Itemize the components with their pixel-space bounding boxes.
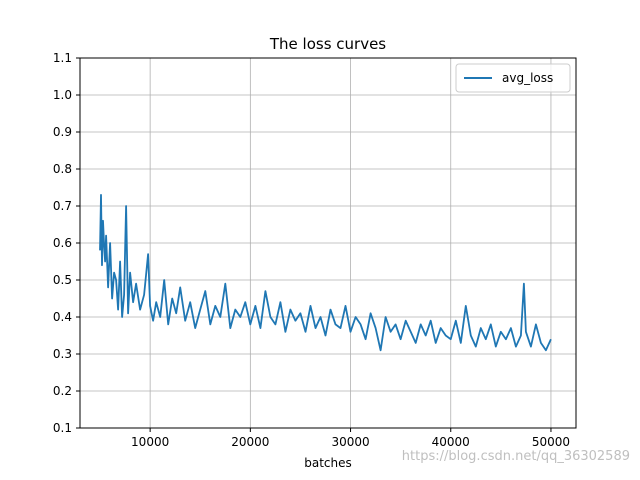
legend-box	[455, 63, 571, 93]
tick-layer: 10000 20000 30000 40000 50000 0.1 0.2 0.3 0.4 0.5…	[53, 51, 570, 449]
y-tick-label: 0.3	[53, 347, 72, 361]
x-tick-label: 40000	[432, 435, 470, 449]
y-tick-label: 0.6	[53, 236, 72, 250]
watermark: https://blog.csdn.net/qq_36302589	[401, 449, 630, 464]
line-layer	[99, 193, 552, 352]
legend-label: avg_loss	[502, 71, 553, 85]
y-tick-label: 1.0	[53, 88, 72, 102]
x-tick-label: 30000	[331, 435, 369, 449]
x-tick-label: 50000	[532, 435, 570, 449]
y-tick-label: 0.7	[53, 199, 72, 213]
y-tick-label: 0.2	[53, 384, 72, 398]
y-tick-label: 0.5	[53, 273, 72, 287]
grid-layer	[80, 57, 576, 429]
x-tick-label: 20000	[231, 435, 269, 449]
y-tick-label: 1.1	[53, 51, 72, 65]
x-axis-label: batches	[304, 456, 352, 470]
y-tick-label: 0.4	[53, 310, 72, 324]
series-line	[99, 193, 552, 352]
y-tick-label: 0.9	[53, 125, 72, 139]
y-tick-label: 0.8	[53, 162, 72, 176]
y-tick-label: 0.1	[53, 421, 72, 435]
chart-title: The loss curves	[269, 35, 386, 53]
legend: avg_loss	[455, 63, 571, 93]
x-tick-label: 10000	[131, 435, 169, 449]
